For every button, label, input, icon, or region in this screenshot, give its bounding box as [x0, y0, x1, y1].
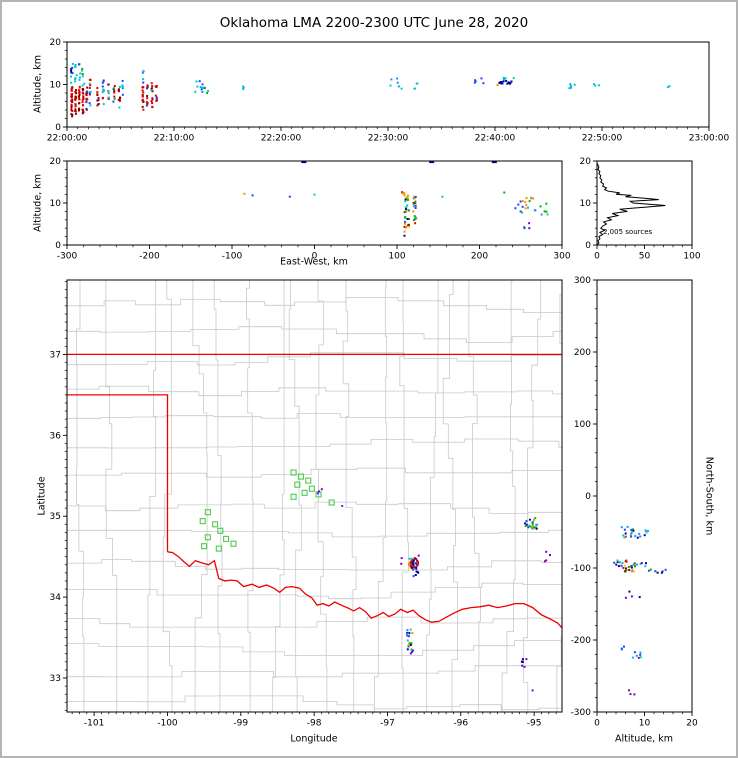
tick-label: 37 [50, 350, 61, 360]
tick-label: 35 [50, 512, 61, 522]
tick-label: 36 [50, 431, 62, 441]
tick-label: -98 [307, 719, 322, 729]
tick-label: 23:00:00 [689, 134, 730, 144]
station-square-marker [305, 477, 312, 484]
station-square-marker [217, 527, 224, 534]
panel-ns_height [613, 525, 667, 696]
tick-label: 20 [686, 719, 698, 729]
tick-label: 34 [50, 593, 62, 603]
altitude-histogram-line [597, 161, 666, 245]
panel-ew_height [243, 161, 549, 237]
panel-frame-ns_height [596, 279, 693, 713]
tick-label: -96 [453, 719, 468, 729]
figure-title: Oklahoma LMA 2200-2300 UTC June 28, 2020 [219, 15, 529, 31]
station-square-marker [230, 540, 237, 547]
tick-label: 10 [50, 199, 62, 209]
panel-time_height [70, 62, 671, 118]
panel-frame-map [66, 279, 563, 713]
tick-label: 22:10:00 [154, 134, 195, 144]
tick-label: 0 [585, 241, 591, 251]
tick-label: 33 [50, 674, 61, 684]
y-axis-label-map: Latitude [36, 476, 48, 516]
tick-label: 20 [580, 157, 592, 167]
tick-label: 22:20:00 [261, 134, 302, 144]
tick-label: 100 [574, 420, 591, 430]
tick-label: -200 [571, 636, 592, 646]
tick-label: -100 [571, 564, 592, 574]
x-axis-label-ew-panel: East-West, km [280, 256, 348, 268]
tick-label: 50 [639, 252, 651, 262]
tick-label: 22:40:00 [475, 134, 516, 144]
tick-label: 0 [585, 492, 591, 502]
tick-label: -100 [157, 719, 178, 729]
y-axis-label-time-panel: Altitude, km [32, 55, 44, 113]
tick-label: 10 [580, 199, 592, 209]
tick-label: 200 [574, 348, 591, 358]
tick-label: 22:00:00 [47, 134, 88, 144]
x-axis-label-map: Longitude [290, 733, 338, 745]
tick-label: -100 [222, 252, 243, 262]
y-axis-label-ew-panel: Altitude, km [32, 174, 44, 232]
tick-label: 10 [50, 81, 62, 91]
state-border [67, 394, 169, 552]
tick-label: 100 [388, 252, 405, 262]
station-square-marker [204, 534, 211, 541]
tick-label: 20 [50, 38, 62, 48]
state-border [167, 551, 562, 629]
tick-label: 10 [639, 719, 651, 729]
tick-label: -99 [233, 719, 248, 729]
tick-label: 200 [471, 252, 488, 262]
tick-label: -300 [57, 252, 78, 262]
station-square-marker [204, 509, 211, 516]
tick-label: 0 [55, 241, 61, 251]
station-square-marker [223, 535, 230, 542]
station-square-marker [215, 545, 222, 552]
tick-label: -95 [527, 719, 542, 729]
tick-label: -101 [84, 719, 104, 729]
panel-map [67, 280, 562, 712]
panel-frame-ew_height [66, 160, 563, 246]
flash-origin-circle-marker [410, 558, 420, 568]
station-square-marker [199, 518, 206, 525]
station-square-marker [290, 493, 297, 500]
tick-label: 22:50:00 [582, 134, 623, 144]
panel-frame-time_height [66, 41, 710, 128]
source-count-annotation: 2,005 sources [603, 228, 653, 236]
tick-label: 300 [574, 276, 591, 286]
y-axis-label-ns-panel: North-South, km [703, 456, 715, 536]
station-square-marker [290, 469, 297, 476]
tick-label: 0 [594, 252, 600, 262]
station-square-marker [294, 481, 301, 488]
tick-label: -300 [571, 708, 592, 718]
tick-label: 0 [594, 719, 600, 729]
tick-label: 100 [683, 252, 700, 262]
station-square-marker [308, 485, 315, 492]
station-square-marker [328, 499, 335, 506]
tick-label: -200 [139, 252, 160, 262]
panel-alt_histogram [597, 161, 666, 245]
x-axis-label-ns-panel: Altitude, km [615, 733, 673, 745]
tick-label: 0 [55, 123, 61, 133]
tick-label: -97 [380, 719, 395, 729]
tick-label: 20 [50, 157, 62, 167]
county-borders [67, 280, 562, 712]
station-square-marker [201, 543, 208, 550]
tick-label: 0 [312, 252, 318, 262]
tick-label: 300 [553, 252, 570, 262]
station-square-marker [301, 489, 308, 496]
station-square-marker [212, 521, 219, 528]
tick-label: 22:30:00 [368, 134, 409, 144]
station-square-marker [297, 473, 304, 480]
